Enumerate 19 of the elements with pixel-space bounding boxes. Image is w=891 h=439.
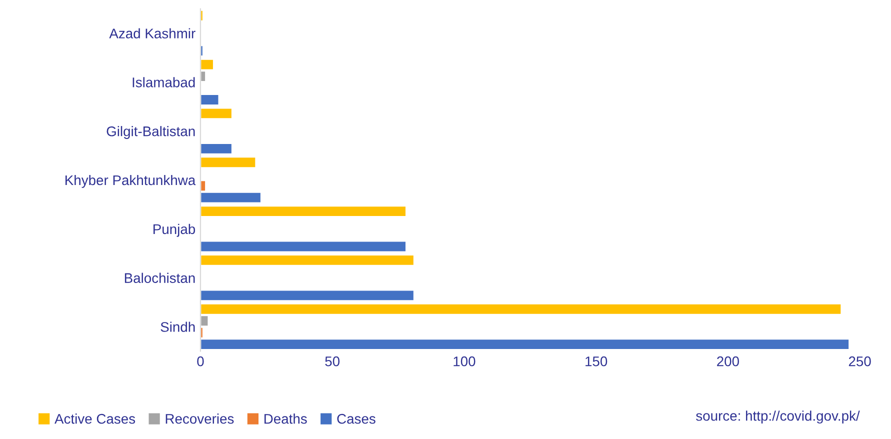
legend-label: Recoveries xyxy=(166,414,234,424)
x-tick-label: 200 xyxy=(717,356,739,366)
legend-label: Active Cases xyxy=(54,414,136,424)
y-tick-label: Azad Kashmir xyxy=(109,28,196,38)
x-tick-label: 50 xyxy=(325,356,340,366)
x-tick-label: 250 xyxy=(848,356,871,366)
bar xyxy=(200,10,204,22)
y-tick-label: Khyber Pakhtunkhwa xyxy=(66,174,196,188)
y-tick-label: Islamabad xyxy=(132,77,195,88)
source-note: source: http://covid.gov.pk/ xyxy=(696,410,860,424)
y-tick-label: Sindh xyxy=(160,322,195,332)
x-tick-label: 150 xyxy=(586,356,608,366)
legend-label: Cases xyxy=(337,414,376,424)
y-tick-label: Punjab xyxy=(154,224,196,237)
x-tick-label: 100 xyxy=(454,356,476,366)
y-tick-label: Gilgit-Baltistan xyxy=(106,126,195,139)
legend-label: Deaths xyxy=(264,414,307,424)
x-tick-label: 0 xyxy=(197,356,204,366)
y-tick-label: Balochistan xyxy=(124,272,195,283)
